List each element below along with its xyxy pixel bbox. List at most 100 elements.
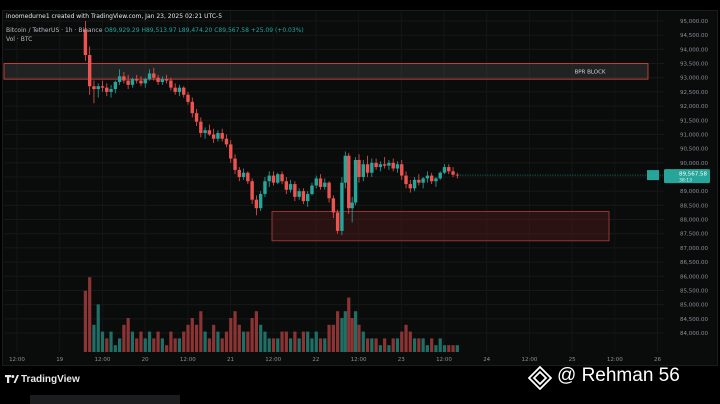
time-tick-label: 25 — [569, 357, 576, 363]
bpr-block-zone — [3, 63, 649, 80]
candle-body — [425, 175, 430, 179]
volume-bar — [220, 338, 224, 352]
volume-bar — [378, 345, 382, 352]
watermark-text: @ Rehman 56 — [557, 365, 680, 386]
price-tick-label: 84,500.00 — [680, 317, 708, 323]
candle-body — [370, 162, 374, 173]
candle-body — [169, 80, 173, 88]
candle-body — [160, 79, 165, 82]
candle-body — [263, 181, 267, 195]
price-tick-label: 91,500.00 — [680, 118, 708, 124]
candle-body — [152, 73, 156, 78]
candle-body — [122, 76, 126, 81]
candle-body — [216, 133, 220, 139]
price-tick-label: 90,500.00 — [680, 147, 708, 153]
volume-bar — [237, 324, 241, 352]
tradingview-logo-icon — [5, 375, 19, 383]
price-tick-label: 85,000.00 — [680, 303, 708, 309]
candle-body — [438, 172, 442, 179]
volume-bar — [83, 290, 87, 352]
volume-bar — [160, 338, 164, 352]
volume-bar — [451, 345, 455, 352]
price-tag-flag — [647, 170, 659, 181]
candle-body — [237, 169, 241, 177]
candle-body — [343, 155, 348, 183]
annotation-zones[interactable]: BPR BLOCK — [3, 63, 649, 242]
candle-body — [293, 184, 297, 197]
grid — [4, 11, 664, 352]
candle-body — [164, 79, 169, 81]
time-tick-label: 12:00 — [180, 357, 196, 363]
candle-body — [347, 155, 351, 209]
price-axis[interactable]: 95,000.00 94,500.00 94,000.00 93,500.00 93,0… — [664, 11, 717, 365]
volume-bar — [224, 331, 229, 352]
volume-bar — [434, 345, 438, 352]
watermark-diamond-icon — [528, 366, 552, 390]
candle-body — [246, 172, 250, 182]
candle-body — [350, 202, 354, 209]
candle-body — [288, 184, 293, 190]
volume-bar — [331, 324, 335, 352]
volume-bar — [241, 331, 246, 352]
chart-frame — [2, 10, 718, 366]
time-tick-label: 12:00 — [351, 357, 367, 363]
volume-bar — [177, 338, 182, 352]
volume-bar — [186, 324, 190, 352]
candle-body — [276, 174, 280, 183]
candle-body — [143, 79, 147, 84]
candle-body — [83, 29, 88, 56]
bpr-block-label: BPR BLOCK — [574, 69, 605, 75]
volume-bar — [293, 331, 297, 352]
volume-bar — [289, 338, 293, 352]
candle-body — [284, 181, 289, 190]
volume-bar — [147, 331, 152, 352]
volume-bar — [343, 311, 347, 352]
volume-bar — [246, 331, 250, 352]
candle-body — [156, 77, 160, 82]
candle-body — [100, 86, 105, 88]
candle-body — [229, 144, 233, 159]
volume-bar — [96, 304, 100, 352]
volume-bar — [430, 338, 434, 352]
candle-body — [417, 179, 421, 183]
volume-bar — [216, 331, 220, 352]
candle-body — [353, 159, 358, 203]
candle-body — [434, 178, 438, 182]
volume-bar — [199, 311, 203, 352]
volume-bar — [425, 345, 429, 352]
candle-body — [306, 194, 310, 202]
bottom-strip — [30, 395, 180, 404]
volume-bar — [301, 331, 306, 352]
volume-bar — [306, 331, 310, 352]
volume-bar — [135, 338, 139, 352]
volume-bar — [259, 324, 263, 352]
candle-body — [318, 178, 323, 187]
time-axis[interactable]: 12:00 19 12:00 20 12:00 21 12:00 22 12:00 23 12:00… — [9, 357, 661, 363]
symbol-legend[interactable]: Bitcoin / TetherUS · 1h · Binance O89,92… — [6, 27, 304, 34]
volume-bar — [421, 338, 425, 352]
candle-body — [186, 94, 190, 102]
candle-body — [378, 164, 383, 168]
time-tick-label: 12:00 — [265, 357, 281, 363]
volume-bar — [130, 331, 135, 352]
time-tick-label: 23 — [398, 357, 405, 363]
candle-body — [400, 164, 404, 176]
time-tick-label: 12:00 — [94, 357, 110, 363]
candle-body — [130, 79, 135, 85]
candle-body — [182, 87, 186, 95]
volume-bar — [438, 338, 442, 352]
candle-body — [105, 87, 109, 92]
price-tag-box — [664, 169, 710, 184]
candle-body — [173, 87, 177, 92]
volume-bar — [229, 318, 233, 352]
price-tick-label: 90,000.00 — [680, 161, 708, 167]
candle-body — [387, 162, 391, 166]
volume-bar — [126, 318, 130, 352]
price-tick-label: 87,500.00 — [680, 232, 708, 238]
volume-legend[interactable]: Vol · BTC — [6, 36, 33, 43]
time-tick-label: 26 — [654, 357, 661, 363]
volume-bar — [143, 338, 147, 352]
candle-body — [126, 80, 130, 85]
